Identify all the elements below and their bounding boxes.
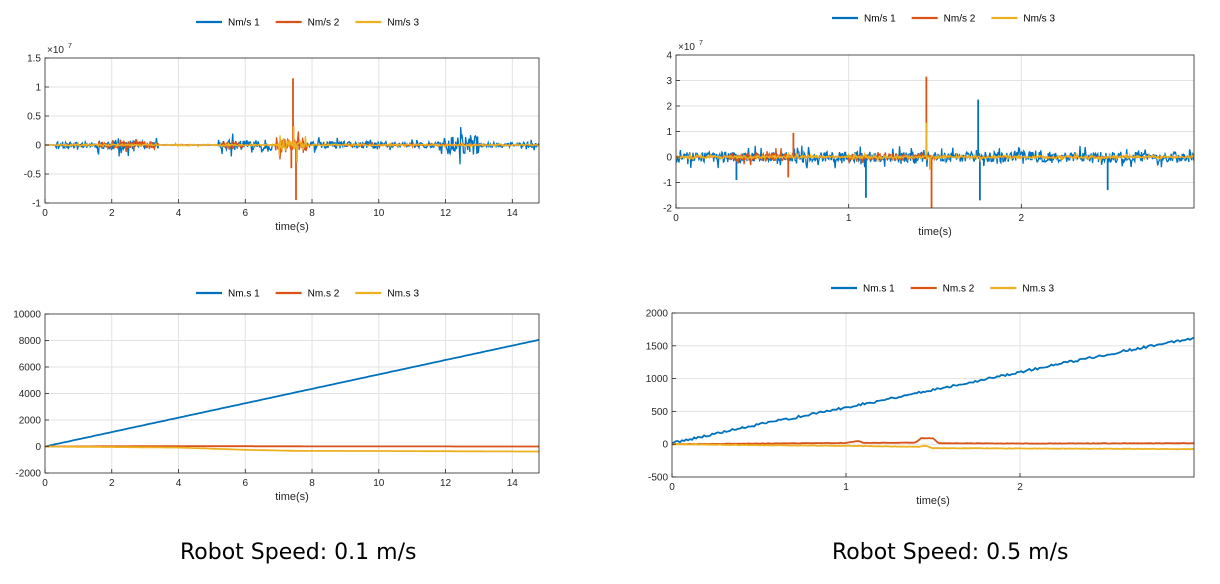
x-tick-label: 2 (109, 478, 115, 489)
y-tick-label: 0 (662, 440, 668, 451)
y-tick-label: -500 (648, 473, 668, 484)
legend-label-1: Nm.s 1 (863, 284, 895, 295)
x-tick-label: 0 (673, 213, 679, 224)
y-tick-label: -1 (32, 199, 41, 210)
caption-left: Robot Speed: 0.1 m/s (180, 540, 416, 565)
x-tick-label: 12 (440, 208, 452, 219)
y-tick-label: 2000 (646, 309, 669, 320)
y-tick-label: 1 (666, 127, 672, 138)
y-tick-label: -2000 (15, 469, 41, 480)
x-tick-label: 10 (373, 208, 385, 219)
x-tick-label: 2 (1019, 213, 1025, 224)
legend-label-1: Nm/s 1 (864, 14, 896, 25)
y-tick-label: -1 (663, 178, 672, 189)
legend-label-2: Nm.s 2 (308, 289, 340, 300)
y-tick-label: 500 (651, 407, 668, 418)
x-axis-label: time(s) (275, 491, 309, 503)
x-tick-label: 6 (242, 208, 248, 219)
y-tick-label: 4 (666, 51, 672, 62)
x-axis-label: time(s) (916, 495, 950, 507)
x-tick-label: 8 (309, 478, 315, 489)
x-axis-label: time(s) (918, 226, 952, 238)
y-exponent-power: 7 (699, 40, 703, 47)
x-tick-label: 2 (109, 208, 115, 219)
plot-area (672, 313, 1194, 477)
x-tick-label: 4 (176, 208, 182, 219)
x-tick-label: 2 (1017, 482, 1023, 493)
caption-right: Robot Speed: 0.5 m/s (832, 540, 1068, 565)
legend-label-2: Nm/s 2 (944, 14, 976, 25)
y-tick-label: 0 (666, 153, 672, 164)
y-tick-label: 0 (35, 442, 41, 453)
legend-label-3: Nm.s 3 (387, 289, 419, 300)
chart-top-left: 0 2 4 6 8 10 12 14 -1 -0.5 0 0.5 1 1.5 ×10 7 time(s) Nm/s… (24, 18, 539, 234)
y-tick-label: 10000 (13, 310, 41, 321)
y-tick-label: 1000 (646, 374, 669, 385)
y-tick-label: -0.5 (24, 170, 42, 181)
legend-label-2: Nm.s 2 (943, 284, 975, 295)
legend-label-3: Nm/s 3 (387, 18, 419, 29)
y-tick-label: 0 (35, 141, 41, 152)
x-tick-label: 10 (373, 478, 385, 489)
x-tick-label: 0 (42, 208, 48, 219)
y-exponent-label: ×10 (678, 42, 695, 53)
x-tick-label: 0 (669, 482, 675, 493)
x-tick-label: 6 (242, 478, 248, 489)
y-tick-label: 6000 (19, 363, 42, 374)
x-tick-label: 8 (309, 208, 315, 219)
legend-label-3: Nm/s 3 (1023, 14, 1055, 25)
x-tick-label: 14 (507, 208, 519, 219)
y-tick-label: 1.5 (27, 54, 41, 65)
x-tick-label: 0 (42, 478, 48, 489)
x-tick-label: 4 (176, 478, 182, 489)
y-tick-label: 4000 (19, 389, 42, 400)
x-tick-label: 14 (507, 478, 519, 489)
y-tick-label: 2000 (19, 416, 42, 427)
legend-label-3: Nm.s 3 (1022, 284, 1054, 295)
x-tick-label: 1 (843, 482, 849, 493)
x-tick-label: 1 (846, 213, 852, 224)
legend-label-1: Nm.s 1 (228, 289, 260, 300)
y-tick-label: 0.5 (27, 112, 41, 123)
x-axis-label: time(s) (275, 221, 309, 233)
y-tick-label: 2 (666, 102, 672, 113)
y-exponent-power: 7 (68, 43, 72, 50)
y-exponent-label: ×10 (47, 45, 64, 56)
legend-label-1: Nm/s 1 (228, 18, 260, 29)
legend-label-2: Nm/s 2 (308, 18, 340, 29)
y-tick-label: 3 (666, 76, 672, 87)
chart-top-right: 0 1 2 -2 -1 0 1 2 3 4 ×10 7 time(s) Nm/s 1 Nm/s 2 Nm/s … (663, 14, 1194, 239)
y-tick-label: -2 (663, 204, 672, 215)
plot-area (45, 58, 539, 203)
x-tick-label: 12 (440, 478, 452, 489)
y-tick-label: 1500 (646, 341, 669, 352)
y-tick-label: 1 (35, 83, 41, 94)
y-tick-label: 8000 (19, 336, 42, 347)
